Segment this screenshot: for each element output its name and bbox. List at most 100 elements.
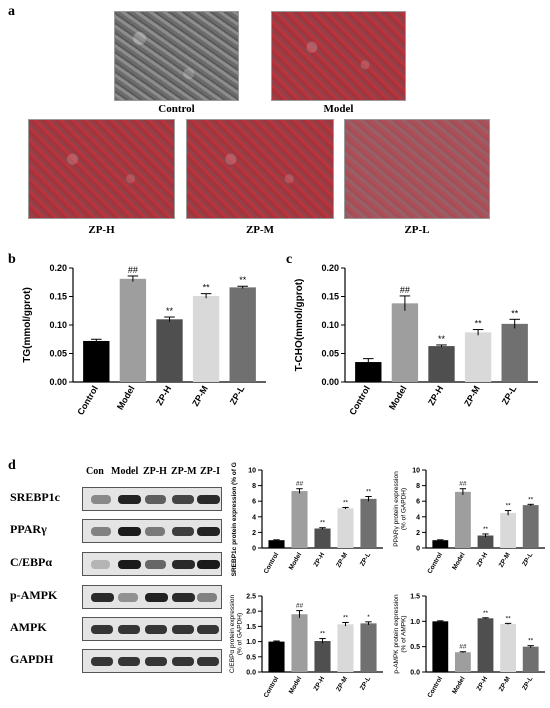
micrograph-label-zp-l: ZP-L — [404, 224, 430, 236]
blot-band — [172, 560, 195, 569]
bar — [156, 319, 183, 382]
bar — [477, 535, 494, 548]
y-tick-label: 1.5 — [410, 593, 420, 600]
blot-band — [197, 625, 220, 634]
x-tick-label: ZP-M — [462, 384, 482, 408]
blot-row — [82, 617, 222, 641]
y-axis-label: (% of GAPDH) — [401, 488, 408, 530]
bar — [522, 505, 539, 548]
bar — [268, 540, 285, 548]
lane-label-model: Model — [111, 466, 139, 477]
lane-label-zp-m: ZP-M — [171, 466, 197, 477]
x-tick-label: ZP-M — [498, 552, 512, 569]
bar — [454, 652, 471, 672]
bar — [337, 508, 354, 548]
panel-label-d: d — [8, 458, 16, 473]
bar — [337, 624, 354, 672]
bar — [522, 646, 539, 672]
y-tick-label: 2 — [416, 530, 420, 537]
x-tick-label: Control — [426, 675, 444, 699]
blot-row — [82, 649, 222, 673]
blot-band — [145, 625, 168, 634]
y-tick-label: 0.0 — [246, 669, 256, 676]
blot-row — [82, 552, 222, 576]
significance-mark: ** — [483, 526, 489, 533]
blot-band — [91, 560, 110, 569]
x-tick-label: Control — [75, 384, 100, 417]
blot-band — [118, 593, 138, 602]
micrograph-control — [114, 11, 239, 101]
tcho-bar-chart: 0.00 0.05 0.10 0.15 0.20 T-CHO(mmol/gprot) Con… — [294, 263, 538, 417]
blot-band — [145, 495, 166, 504]
x-tick-label: ZP-L — [500, 384, 519, 407]
bar — [229, 287, 256, 382]
tg-bar-chart: 0.00 0.05 0.10 0.15 0.20 TG(mmol/gprot) Contro… — [22, 263, 266, 417]
x-tick-label: ZP-L — [359, 551, 372, 567]
significance-mark: ** — [320, 631, 326, 638]
x-tick-label: ZP-L — [359, 675, 372, 691]
x-tick-label: ZP-H — [426, 384, 445, 407]
x-tick-label: ZP-M — [190, 384, 210, 408]
y-tick-label: 8 — [416, 483, 420, 490]
blot-band — [197, 495, 220, 504]
x-tick-label: Model — [451, 675, 467, 695]
protein-label-p-ampk: p-AMPK — [10, 588, 58, 602]
p-ampk-bar-chart: 0.0 0.5 1.0 1.5 p-AMPK protein expression (% … — [393, 593, 545, 699]
x-tick-label: ZP-H — [476, 551, 490, 568]
y-tick-label: 8 — [252, 483, 256, 490]
bar — [432, 540, 449, 548]
y-tick-label: 10 — [248, 467, 256, 474]
y-tick-label: 0.15 — [49, 292, 67, 302]
significance-mark: ** — [483, 610, 489, 617]
significance-mark: ** — [203, 283, 211, 293]
significance-mark: ** — [343, 614, 349, 621]
x-tick-label: ZP-L — [521, 551, 534, 567]
y-tick-label: 0.20 — [49, 263, 67, 273]
significance-mark: ** — [438, 334, 446, 344]
micrograph-label-control: Control — [158, 103, 195, 115]
blot-band — [118, 560, 141, 569]
protein-label-cebpa: C/EBPα — [10, 555, 53, 569]
y-tick-label: 0.05 — [49, 349, 67, 359]
significance-mark: ** — [320, 520, 326, 527]
micrograph-label-model: Model — [323, 103, 354, 115]
micrograph-model — [271, 11, 406, 101]
blot-band — [197, 657, 220, 666]
protein-label-gapdh: GAPDH — [10, 652, 54, 666]
blot-band — [91, 527, 111, 536]
x-tick-label: ZP-H — [313, 675, 327, 692]
blot-band — [172, 593, 195, 602]
micrograph-label-zp-m: ZP-M — [245, 224, 275, 236]
y-tick-label: 0 — [252, 545, 256, 552]
protein-label-ampk: AMPK — [10, 620, 47, 634]
significance-mark: ** — [528, 638, 534, 645]
y-tick-label: 6 — [252, 499, 256, 506]
y-tick-label: 0.0 — [410, 669, 420, 676]
x-tick-label: ZP-L — [521, 675, 534, 691]
bar — [500, 512, 517, 548]
y-axis-label: TG(mmol/gprot) — [22, 287, 33, 363]
x-tick-label: ZP-M — [335, 552, 349, 569]
bar — [391, 303, 419, 382]
blot-band — [91, 495, 111, 504]
significance-mark: ## — [296, 481, 304, 488]
x-tick-label: Control — [263, 551, 281, 575]
x-tick-label: ZP-M — [498, 676, 512, 693]
y-tick-label: 1.0 — [246, 639, 256, 646]
x-tick-label: Control — [347, 384, 372, 417]
micrograph-zp-m — [186, 119, 334, 219]
significance-mark: ## — [128, 265, 138, 275]
blot-band — [91, 625, 114, 634]
bar — [83, 340, 110, 382]
significance-mark: ** — [528, 496, 534, 503]
bar — [119, 278, 147, 382]
significance-mark: ## — [400, 285, 410, 295]
bar — [477, 618, 494, 672]
significance-mark: ** — [506, 615, 512, 622]
y-axis-label: (% of AMPK) — [401, 615, 408, 652]
x-tick-label: Model — [288, 675, 304, 695]
x-tick-label: Model — [387, 384, 409, 412]
y-tick-label: 0.5 — [410, 644, 420, 651]
y-tick-label: 0.20 — [321, 263, 339, 273]
bar — [464, 332, 492, 382]
